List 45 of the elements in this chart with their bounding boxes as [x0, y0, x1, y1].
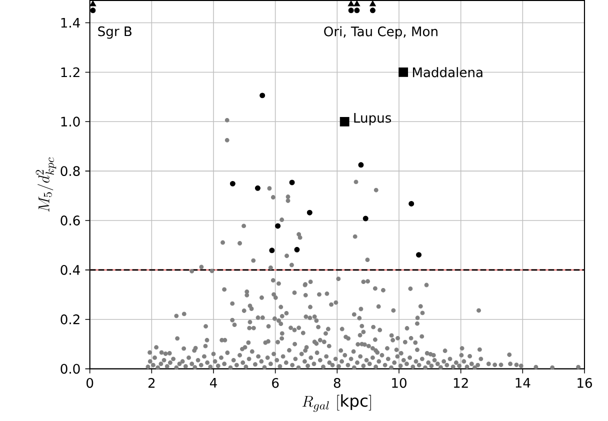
y-tick-label: 1.4: [61, 18, 80, 28]
point: [416, 252, 422, 258]
x-tick-label: 14: [516, 378, 530, 388]
point: [294, 247, 300, 253]
y-tick-label: 0.6: [60, 216, 80, 226]
point: [354, 0, 360, 6]
point: [398, 68, 408, 78]
point: [362, 216, 368, 222]
y-tick-label: 0.8: [60, 166, 80, 176]
point: [370, 0, 376, 6]
y-tick-label: 1.0: [61, 116, 80, 127]
point: [254, 186, 260, 191]
y-tick-label: 0.2: [60, 314, 80, 324]
x-tick-label: 16: [578, 378, 592, 388]
point: [269, 248, 275, 254]
point: [306, 210, 312, 216]
x-tick-label: 12: [454, 378, 468, 388]
point: [348, 8, 354, 14]
x-tick-label: 8: [334, 378, 340, 388]
point: [408, 201, 414, 207]
y-axis-title: $M_5/d^2_{kpc}$: [36, 158, 56, 212]
point: [354, 8, 360, 14]
x-axis-title: $R_{gal}\ [\mathrm{kpc}]$: [302, 394, 371, 412]
point: [90, 0, 96, 6]
y-tick-label: 0.0: [60, 364, 80, 374]
annotation: Lupus: [354, 113, 392, 126]
point: [348, 0, 354, 6]
annotation: Ori, Tau Cep, Mon: [324, 26, 438, 40]
annotation: Maddalena: [412, 67, 482, 78]
point: [230, 181, 236, 187]
point: [370, 8, 376, 14]
x-tick-label: 2: [148, 378, 155, 388]
point: [90, 8, 96, 14]
point: [260, 92, 266, 98]
x-tick-label: 10: [392, 378, 406, 388]
y-tick-label: 1.2: [61, 67, 80, 78]
point: [358, 162, 364, 168]
annotation: Sgr B: [98, 26, 132, 39]
x-tick-label: 4: [210, 378, 217, 388]
point: [340, 117, 350, 126]
point: [275, 223, 281, 229]
point: [289, 180, 295, 186]
x-tick-label: 6: [272, 378, 279, 388]
y-tick-label: 0.4: [60, 265, 80, 276]
x-tick-label: 0: [86, 378, 94, 388]
